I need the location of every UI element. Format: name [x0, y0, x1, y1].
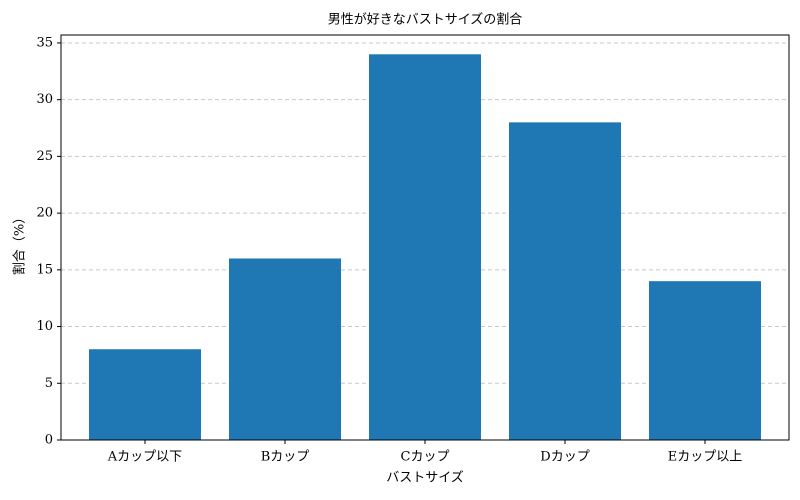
y-tick-label: 30	[36, 92, 53, 107]
y-tick-label: 10	[36, 319, 53, 334]
bar	[649, 281, 761, 440]
y-tick-label: 15	[36, 262, 53, 277]
x-tick-label: Aカップ以下	[107, 450, 182, 465]
bar	[369, 54, 481, 441]
x-tick-label: Bカップ	[261, 450, 310, 465]
y-tick-label: 0	[45, 433, 53, 448]
chart-title: 男性が好きなバストサイズの割合	[328, 12, 523, 28]
y-tick-label: 20	[36, 206, 53, 221]
x-tick-label: Cカップ	[401, 450, 450, 465]
bar	[229, 258, 341, 440]
x-tick-label: Eカップ以上	[668, 450, 743, 465]
x-tick-label: Dカップ	[540, 450, 589, 465]
y-tick-label: 25	[36, 149, 53, 164]
y-tick-label: 35	[36, 35, 53, 50]
y-axis-label: 割合（%）	[12, 211, 28, 275]
marks	[89, 54, 761, 441]
bar	[89, 349, 201, 440]
x-axis-label: バストサイズ	[386, 470, 464, 486]
bar	[509, 122, 621, 441]
y-tick-label: 5	[45, 376, 53, 391]
